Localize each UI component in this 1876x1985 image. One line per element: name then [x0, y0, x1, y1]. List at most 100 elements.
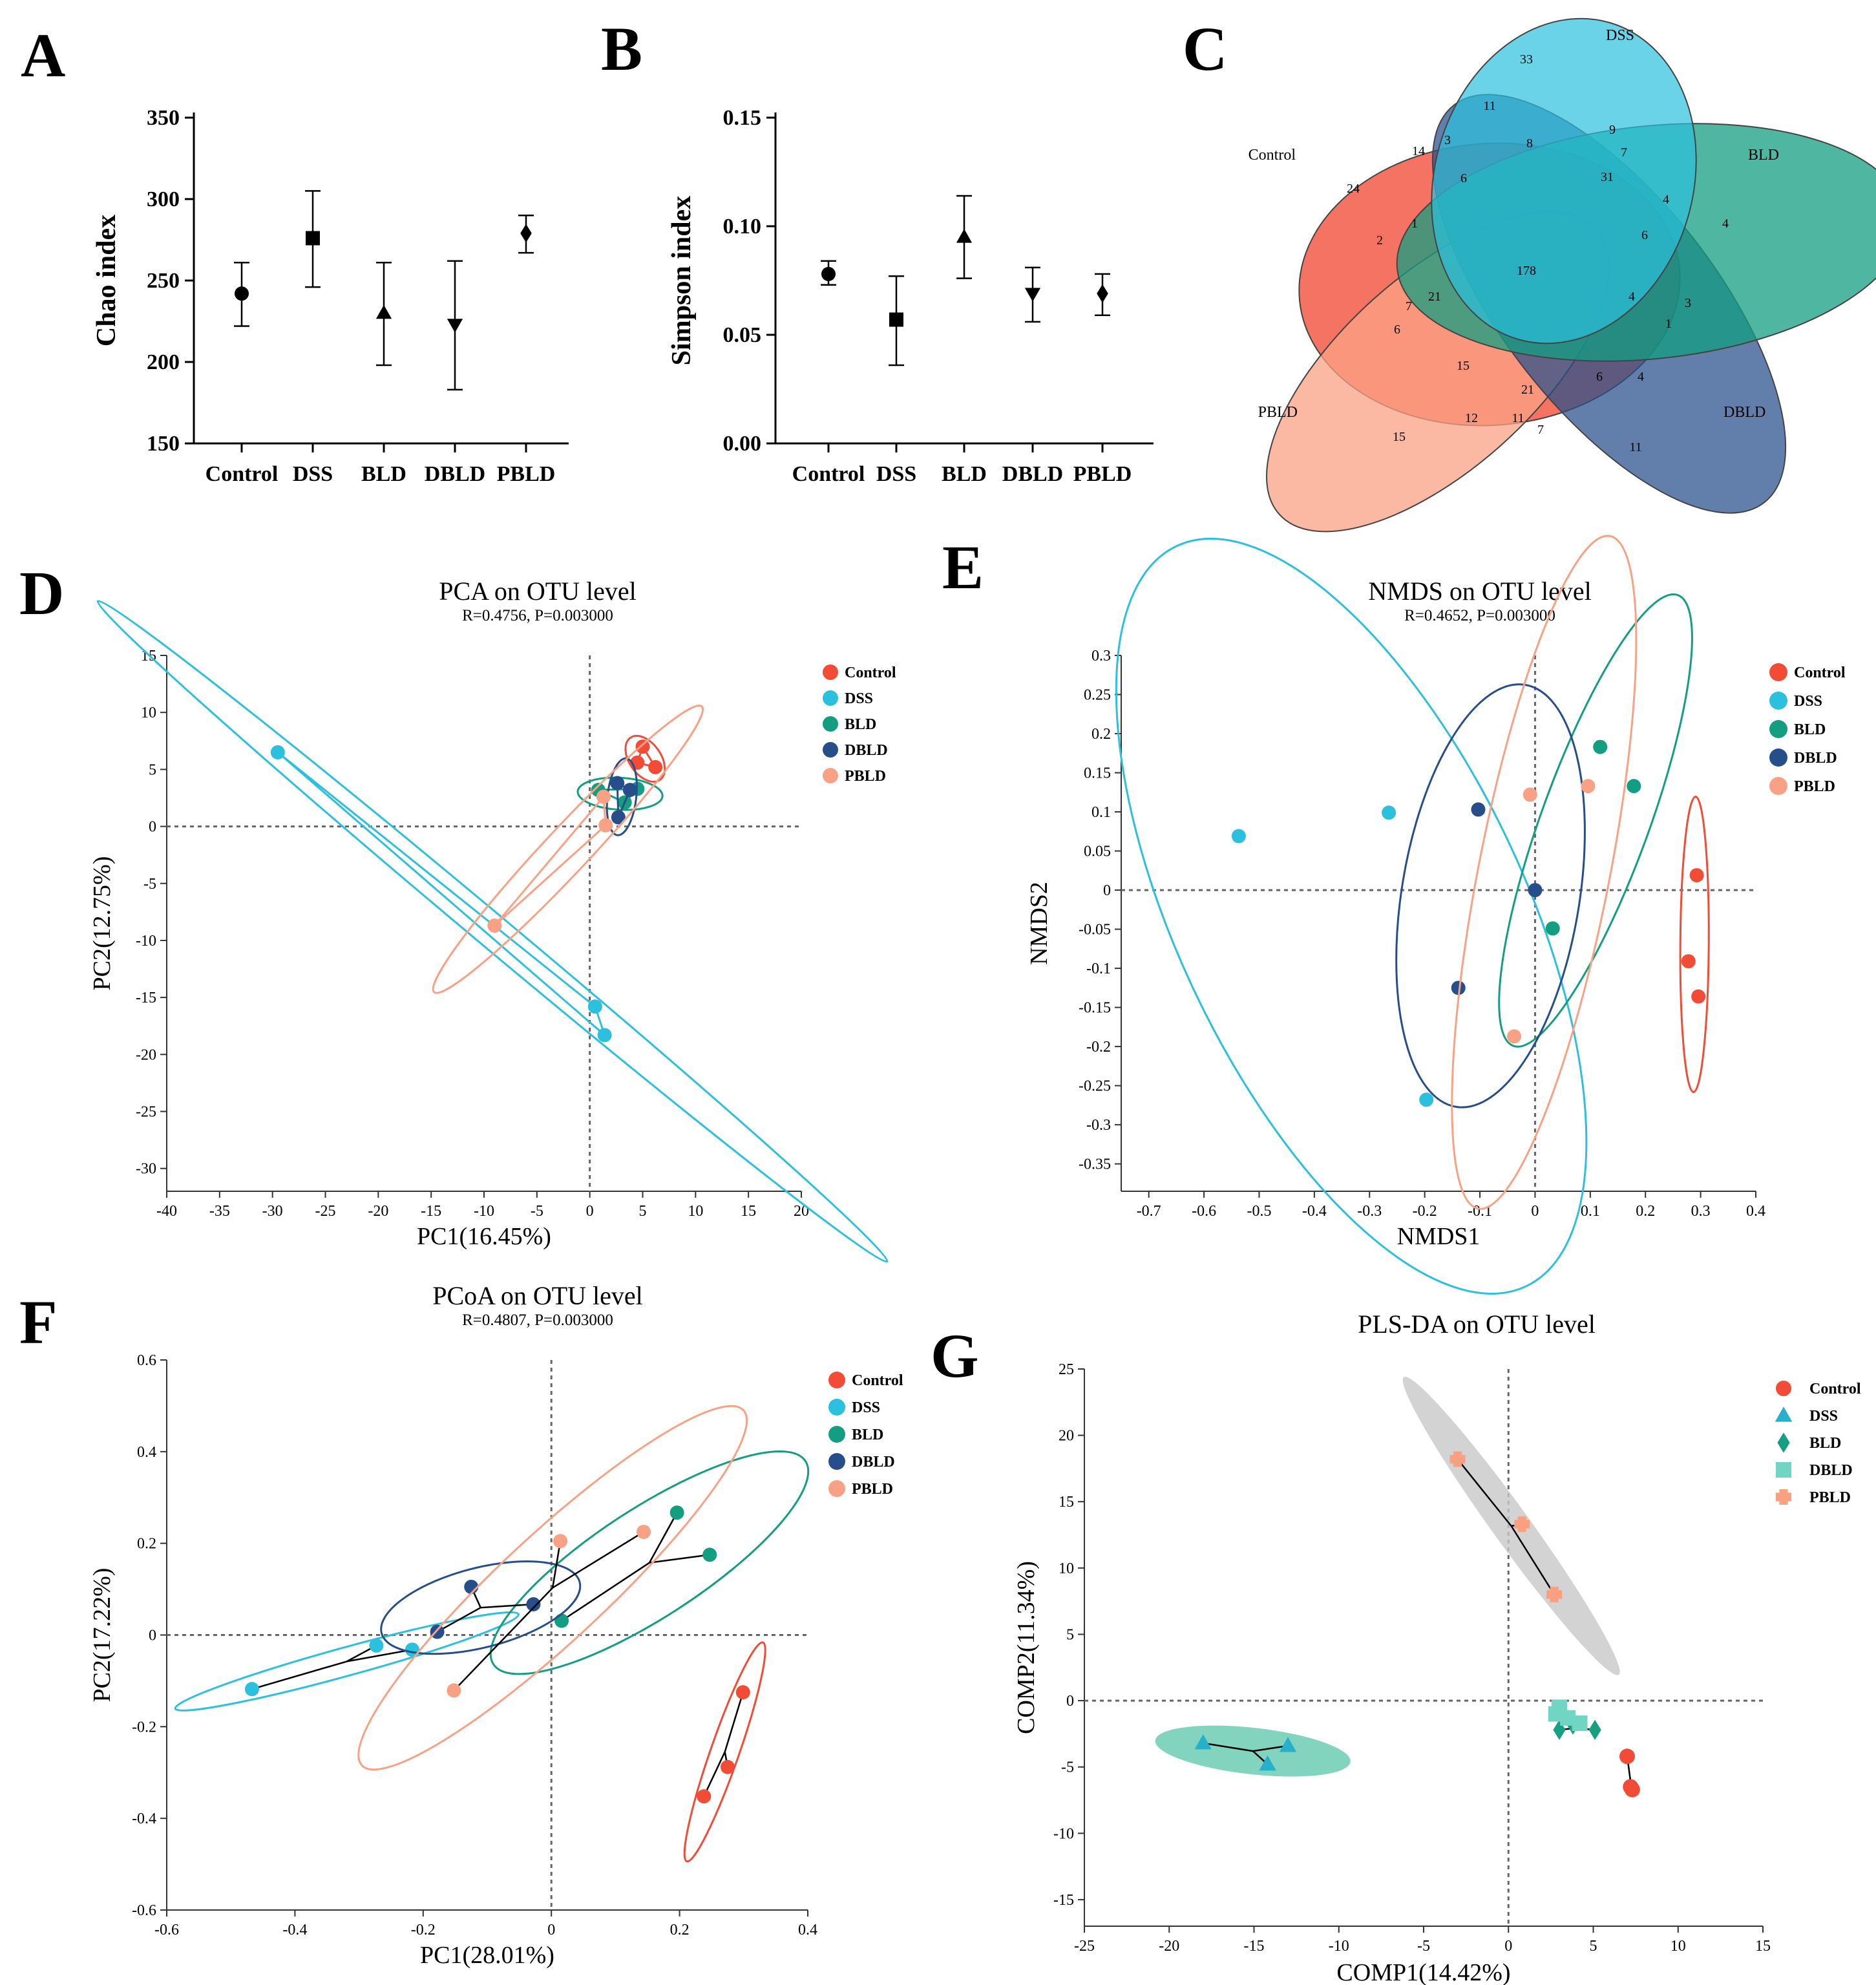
- panel-label-g: G: [931, 1321, 979, 1390]
- mean-marker-pbld: [520, 224, 532, 243]
- group-outline: [616, 781, 631, 818]
- venn-count: 3: [1685, 296, 1691, 310]
- x-tick-label: -10: [474, 1203, 494, 1220]
- series-dbld: [606, 757, 638, 836]
- confidence-ellipse: [174, 1611, 520, 1712]
- y-tick-label: 0.15: [1084, 765, 1111, 782]
- y-tick-label: -0.6: [132, 1902, 156, 1919]
- x-tick-label: Control: [792, 462, 865, 486]
- chart-title: PCoA on OTU level: [432, 1281, 643, 1310]
- venn-label-bld: BLD: [1748, 147, 1779, 164]
- data-point: [587, 999, 602, 1014]
- series-pbld: [357, 1405, 748, 1771]
- data-point: [1689, 868, 1704, 883]
- mean-marker-control: [821, 266, 836, 281]
- x-tick-label: -20: [368, 1203, 388, 1220]
- series-control: [624, 735, 666, 783]
- group-outline: [494, 794, 607, 927]
- y-tick-label: -0.2: [1086, 1039, 1111, 1056]
- x-tick-label: 10: [1670, 1938, 1686, 1955]
- simpson-chart: 0.00 0.05 0.10 0.15 Simpson index Control DSS B…: [667, 106, 1154, 486]
- venn-count: 12: [1465, 411, 1478, 425]
- y-axis-title: Chao index: [92, 215, 121, 346]
- data-point: [554, 1613, 569, 1628]
- x-tick-label: -40: [156, 1203, 177, 1220]
- legend-marker-control: [828, 1372, 845, 1388]
- y-tick-label: 0.6: [137, 1352, 156, 1369]
- data-point: [1581, 779, 1596, 794]
- venn-count: 7: [1537, 423, 1544, 437]
- y-tick-label: 0.15: [723, 106, 762, 130]
- x-tick-label: BLD: [942, 462, 987, 486]
- centroid-link: [251, 1661, 348, 1690]
- y-tick-label: -0.4: [132, 1810, 156, 1827]
- venn-count: 11: [1512, 411, 1524, 425]
- legend-marker-pbld: [1776, 1489, 1791, 1505]
- legend-label-dss: DSS: [1794, 693, 1822, 710]
- legend-marker-pbld: [828, 1480, 845, 1497]
- x-tick-label: 0.2: [670, 1922, 690, 1938]
- legend-marker-pbld: [1769, 777, 1787, 795]
- y-tick-label: 15: [1059, 1494, 1074, 1511]
- x-tick-label: -0.3: [1357, 1203, 1382, 1220]
- panel-label-b: B: [601, 14, 642, 83]
- x-tick-label: 5: [1590, 1938, 1597, 1955]
- series-pbld: [1451, 535, 1638, 1210]
- data-point: [598, 818, 613, 833]
- data-point: [553, 1534, 568, 1549]
- data-point: [669, 1505, 684, 1520]
- series-pbld: [432, 705, 704, 994]
- venn-count: 21: [1521, 383, 1534, 397]
- y-tick-label: 0.3: [1091, 648, 1111, 664]
- y-tick-label: 5: [1066, 1626, 1074, 1643]
- centroid-link: [552, 1531, 644, 1589]
- y-tick-label: 250: [147, 269, 180, 293]
- legend-label-dbld: DBLD: [1809, 1462, 1853, 1479]
- y-tick-label: 25: [1059, 1361, 1074, 1378]
- legend-label-dbld: DBLD: [1794, 750, 1837, 767]
- venn-count: 11: [1483, 99, 1495, 113]
- group-outline: [277, 751, 607, 1039]
- data-point: [270, 745, 285, 759]
- data-point: [1593, 739, 1608, 754]
- centroid-link: [1457, 1458, 1512, 1527]
- y-tick-label: 0.1: [1091, 804, 1111, 821]
- x-tick-label: 0: [1531, 1203, 1539, 1220]
- legend-marker-control: [1769, 663, 1787, 681]
- mean-marker-bld: [956, 229, 973, 243]
- y-tick-label: 10: [1059, 1560, 1074, 1577]
- legend-marker-control: [1776, 1381, 1791, 1396]
- x-tick-label: Control: [206, 462, 279, 486]
- venn-count: 9: [1609, 123, 1616, 137]
- series-pbld: [1402, 1377, 1620, 1675]
- data-point: [648, 759, 663, 774]
- data-point: [1546, 1586, 1563, 1602]
- x-tick-label: 0.2: [1636, 1203, 1655, 1220]
- venn-count: 178: [1517, 264, 1536, 278]
- legend-label-pbld: PBLD: [852, 1481, 893, 1498]
- x-tick-label: -20: [1159, 1938, 1179, 1955]
- venn-count: 6: [1394, 323, 1400, 337]
- data-point: [1624, 1781, 1640, 1798]
- legend-label-dss: DSS: [1809, 1408, 1838, 1425]
- legend-label-pbld: PBLD: [845, 768, 886, 785]
- x-axis-title: PC1(16.45%): [417, 1223, 551, 1250]
- y-tick-label: 0: [149, 819, 156, 836]
- legend-marker-dss: [1775, 1406, 1793, 1422]
- legend-label-bld: BLD: [852, 1427, 883, 1443]
- venn-count: 14: [1412, 144, 1425, 158]
- x-tick-label: -30: [262, 1203, 283, 1220]
- data-point: [1691, 989, 1706, 1004]
- legend-marker-pbld: [823, 768, 838, 783]
- y-tick-label: -15: [1053, 1892, 1074, 1909]
- data-point: [597, 1028, 612, 1043]
- centroid-link: [1203, 1742, 1253, 1752]
- y-tick-label: 0: [1066, 1693, 1074, 1710]
- venn-set-dss: [1431, 17, 1697, 345]
- y-tick-label: -10: [1053, 1825, 1074, 1842]
- group-outline: [636, 744, 658, 769]
- series-control: [1619, 1748, 1640, 1798]
- venn-diagram: ControlDSSBLDDBLDPBLD3311931487314624121…: [1249, 17, 1876, 533]
